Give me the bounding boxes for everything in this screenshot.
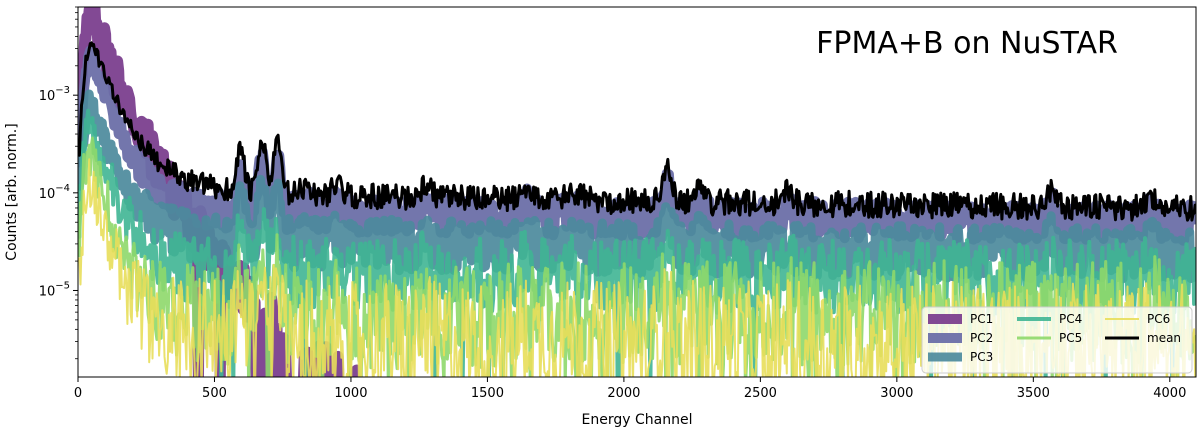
legend-label-pc4: PC4 [1059,312,1082,326]
legend-label-pc6: PC6 [1147,312,1170,326]
series-mean [78,41,1196,222]
x-tick-label-0: 0 [74,386,82,401]
x-tick-label-500: 500 [202,386,227,401]
legend-box [921,306,1193,374]
x-tick-label-1000: 1000 [334,386,367,401]
x-tick-label-4000: 4000 [1153,386,1186,401]
axes-layer: 0 500 1000 1500 2000 2500 3000 3500 4000 10−5 10−4… [39,6,1186,401]
legend-label-pc1: PC1 [970,312,993,326]
y-tick-label-0: 10−5 [39,280,70,299]
y-tick-label-2: 10−3 [39,85,70,104]
legend: PC1 PC2 PC3 PC4 PC5 PC6 mean [921,306,1193,374]
series-pc3 [78,89,1196,284]
legend-label-pc2: PC2 [970,331,993,345]
x-axis-label: Energy Channel [582,412,693,428]
y-tick-label-1: 10−4 [39,183,70,202]
x-tick-label-2000: 2000 [607,386,640,401]
x-tick-label-1500: 1500 [471,386,504,401]
legend-label-mean: mean [1147,331,1181,345]
legend-label-pc5: PC5 [1059,331,1082,345]
x-tick-label-2500: 2500 [744,386,777,401]
plot-frame [77,6,1197,378]
x-tick-label-3000: 3000 [880,386,913,401]
y-axis-label: Counts [arb. norm.] [4,123,20,260]
series-pc4 [78,108,1196,377]
chart-title: FPMA+B on NuSTAR [816,26,1118,61]
x-tick-label-3500: 3500 [1017,386,1050,401]
legend-label-pc3: PC3 [970,350,993,364]
series-layer [78,7,1196,377]
